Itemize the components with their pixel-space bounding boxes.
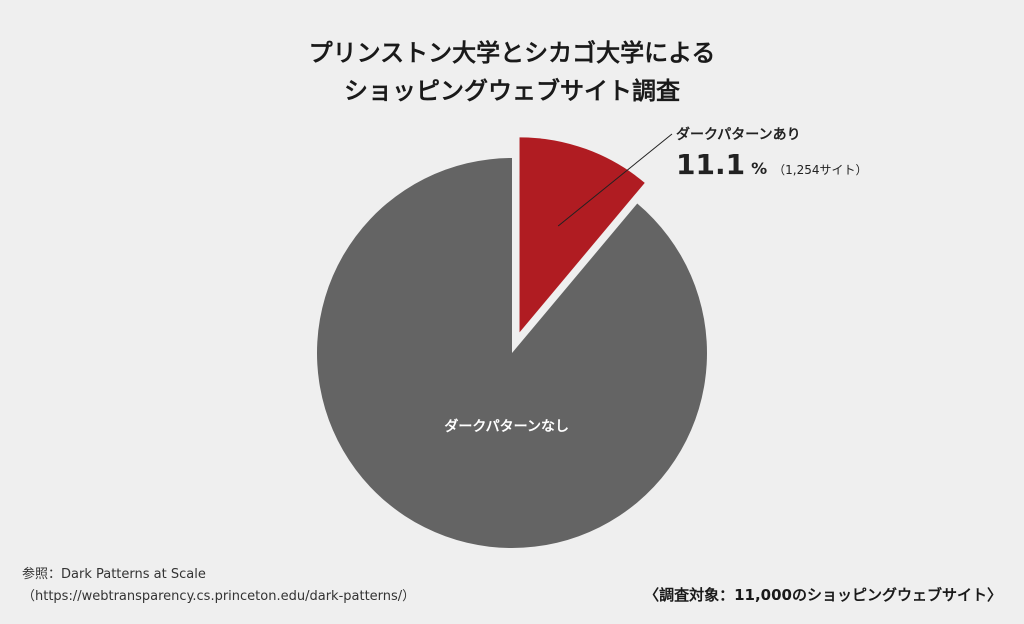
survey-scope-note: 〈調査対象：11,000のショッピングウェブサイト〉 — [644, 586, 1002, 604]
slice-percent-unit: % — [751, 159, 768, 178]
slice-label-no-dark-patterns: ダークパターンなし — [444, 418, 569, 435]
slice-count: （1,254サイト） — [773, 163, 868, 177]
pie-slice-dark-patterns — [519, 137, 645, 333]
chart-title-line-1: プリンストン大学とシカゴ大学による — [308, 39, 716, 67]
pie-slice-no-dark-patterns — [317, 158, 707, 549]
source-line-1: 参照：Dark Patterns at Scale — [22, 567, 206, 582]
callout-leader-line — [557, 133, 673, 227]
slice-percent-value: 11.1 — [676, 148, 746, 181]
source-note: 参照：Dark Patterns at Scale （https://webtr… — [22, 564, 415, 608]
slice-label-dark-patterns: ダークパターンあり — [676, 127, 801, 143]
chart-title-line-2: ショッピングウェブサイト調査 — [344, 77, 680, 105]
source-line-2: （https://webtransparency.cs.princeton.ed… — [22, 589, 416, 604]
slice-value-dark-patterns: 11.1% （1,254サイト） — [676, 148, 867, 181]
chart-title: プリンストン大学とシカゴ大学による ショッピングウェブサイト調査 — [0, 34, 1024, 110]
